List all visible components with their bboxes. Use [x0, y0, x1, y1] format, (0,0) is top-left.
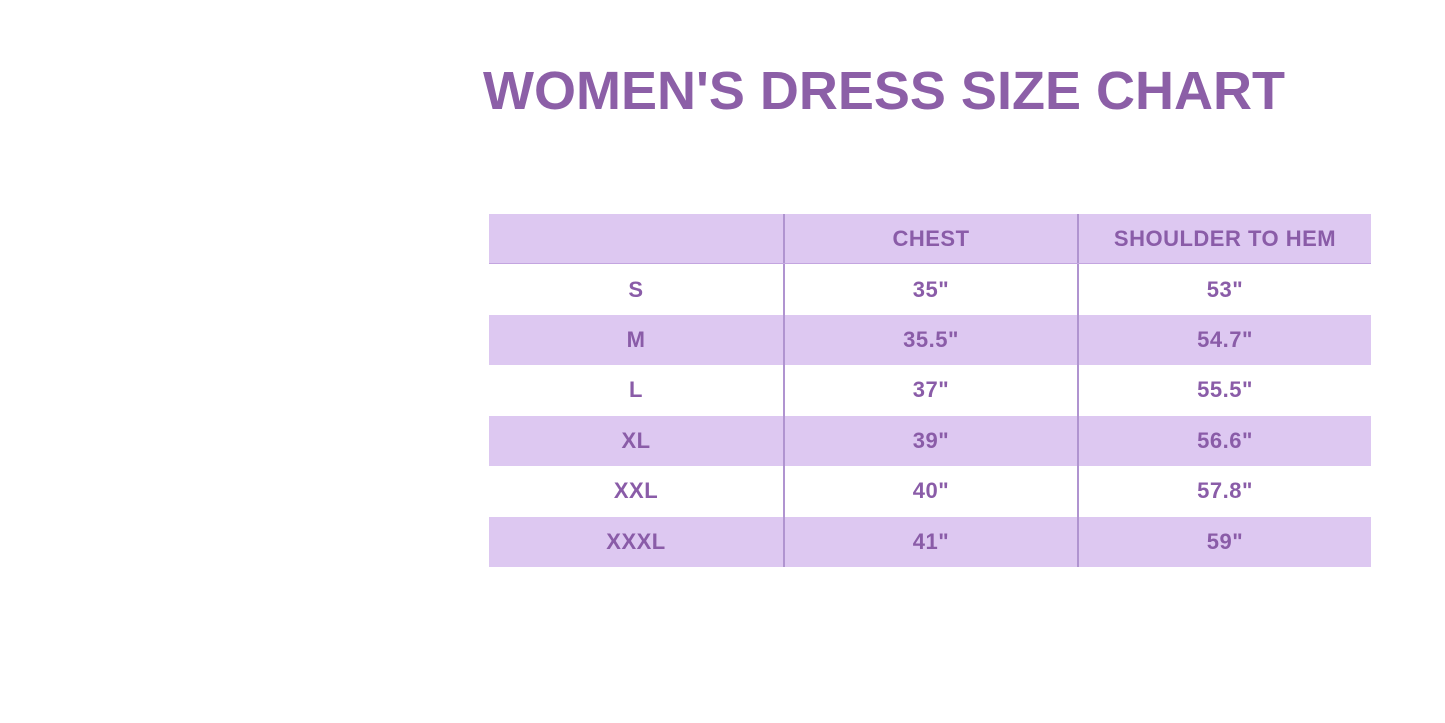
shoulder-to-hem-value: 55.5"	[1077, 365, 1371, 416]
chest-value: 40"	[783, 466, 1077, 517]
size-label: L	[629, 377, 643, 403]
size-chart-table: CHEST SHOULDER TO HEM S 35" 53" M 35.5" …	[489, 214, 1371, 567]
size-label: XXXL	[606, 528, 666, 554]
table-row: XL 39" 56.6"	[489, 415, 1371, 467]
header-cell-shoulder-to-hem: SHOULDER TO HEM	[1077, 214, 1371, 264]
table-row: XXL 40" 57.8"	[489, 466, 1371, 517]
shoulder-to-hem-value: 57.8"	[1077, 466, 1371, 517]
table-row: XXXL 41" 59"	[489, 516, 1371, 567]
table-row: L 37" 55.5"	[489, 365, 1371, 416]
size-label: XXL	[613, 478, 659, 504]
size-label: M	[626, 327, 646, 353]
chest-value: 41"	[783, 516, 1077, 567]
shoulder-to-hem-value: 56.6"	[1077, 415, 1371, 467]
table-header-row: CHEST SHOULDER TO HEM	[489, 214, 1371, 265]
chest-value: 35"	[783, 264, 1077, 315]
shoulder-to-hem-value: 54.7"	[1077, 314, 1371, 366]
size-label: S	[628, 276, 644, 302]
size-label: XL	[621, 427, 651, 453]
header-cell-size	[489, 214, 783, 263]
table-row: M 35.5" 54.7"	[489, 314, 1371, 366]
page-title: WOMEN'S DRESS SIZE CHART	[483, 61, 1285, 121]
chest-value: 39"	[783, 415, 1077, 467]
shoulder-to-hem-value: 59"	[1077, 516, 1371, 567]
chest-value: 35.5"	[783, 314, 1077, 366]
table-row: S 35" 53"	[489, 264, 1371, 315]
chest-value: 37"	[783, 365, 1077, 416]
shoulder-to-hem-value: 53"	[1077, 264, 1371, 315]
header-cell-chest: CHEST	[783, 214, 1077, 264]
